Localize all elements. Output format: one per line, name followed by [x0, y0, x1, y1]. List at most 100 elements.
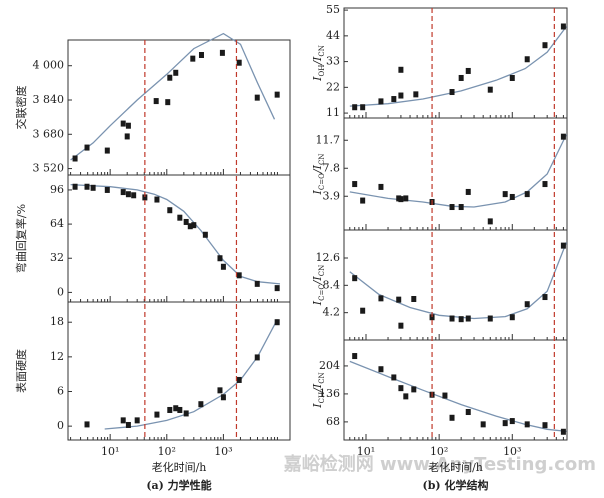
y-axis-label-part: 弯曲回复率/% — [14, 204, 28, 273]
data-point — [104, 147, 110, 154]
data-point — [411, 386, 417, 393]
data-point — [560, 23, 566, 30]
data-point — [449, 315, 455, 322]
data-point — [509, 74, 515, 81]
data-point — [153, 98, 159, 105]
data-point — [542, 181, 548, 188]
y-tick-label: 8.4 — [323, 278, 341, 291]
data-point — [398, 322, 404, 329]
y-tick-label: 11 — [326, 106, 340, 119]
y-tick-label: 18 — [50, 315, 64, 328]
data-point — [480, 421, 486, 428]
data-point — [398, 196, 404, 203]
data-point — [154, 196, 160, 203]
data-point — [177, 406, 183, 413]
panel-frame — [343, 339, 568, 441]
data-point — [502, 191, 508, 198]
data-point — [509, 418, 515, 425]
data-point — [487, 218, 493, 225]
data-point — [84, 144, 90, 151]
data-point — [403, 393, 409, 400]
data-point — [542, 294, 548, 301]
data-point — [236, 59, 242, 66]
y-tick-label: 136 — [319, 387, 340, 400]
fit-curve — [349, 134, 567, 208]
data-point — [142, 194, 148, 201]
data-point — [449, 89, 455, 96]
y-axis-label-part: I — [311, 300, 324, 306]
y-axis-label-part: CN — [318, 45, 326, 56]
data-point — [90, 184, 96, 191]
fit-curve — [349, 26, 567, 107]
y-axis-label-part: CH — [318, 392, 326, 403]
data-point — [124, 133, 130, 140]
data-point — [560, 428, 566, 435]
data-point — [120, 120, 126, 127]
data-point — [524, 191, 530, 198]
y-axis-label: 弯曲回复率/% — [14, 204, 28, 273]
data-point — [465, 315, 471, 322]
data-point — [190, 55, 196, 62]
y-tick-label: 11.7 — [316, 133, 341, 146]
data-point — [524, 301, 530, 308]
y-tick-label: 4.2 — [323, 306, 341, 319]
data-point — [236, 272, 242, 279]
data-point — [411, 295, 417, 302]
data-point — [360, 197, 366, 204]
data-point — [403, 195, 409, 202]
data-point — [465, 188, 471, 195]
y-axis-label-part: C=O — [318, 173, 326, 190]
data-point — [183, 410, 189, 417]
data-point — [177, 214, 183, 221]
data-point — [352, 104, 358, 111]
watermark: 嘉峪检测网 www.AnyTesting.com — [283, 453, 596, 475]
data-point — [254, 280, 260, 287]
y-tick-label: 12.6 — [316, 251, 341, 264]
y-axis-label-part: CN — [318, 265, 326, 276]
x-tick-label: 10² — [430, 445, 448, 458]
data-point — [378, 98, 384, 105]
y-axis-label: ICH/ICN — [311, 372, 326, 408]
data-point — [542, 422, 548, 429]
data-point — [378, 183, 384, 190]
y-tick-label: 3 680 — [33, 127, 65, 140]
y-axis-label-part: 表面硬度 — [14, 349, 28, 393]
data-point — [183, 218, 189, 225]
y-tick-label: 44 — [326, 29, 340, 42]
y-tick-label: 6 — [57, 384, 64, 397]
data-point — [413, 91, 419, 98]
x-axis-label: 老化时间/h — [152, 460, 207, 474]
data-point — [72, 183, 78, 190]
y-tick-label: 64 — [50, 217, 64, 230]
y-tick-label: 3 520 — [33, 162, 65, 175]
y-axis-label: 交联密度 — [14, 86, 28, 130]
y-axis-label-part: I — [311, 189, 324, 195]
y-axis-label: 表面硬度 — [14, 349, 28, 393]
data-point — [134, 417, 140, 424]
y-axis-label-part: CN — [318, 372, 326, 383]
data-point — [360, 307, 366, 314]
data-point — [352, 353, 358, 360]
x-tick-label: 10¹ — [101, 445, 119, 458]
y-tick-label: 55 — [326, 3, 340, 16]
y-axis-label: IC=C/ICN — [311, 265, 326, 306]
data-point — [274, 319, 280, 326]
data-point — [220, 263, 226, 270]
data-point — [217, 387, 223, 394]
data-point — [167, 74, 173, 81]
data-point — [125, 421, 131, 428]
y-axis-label-part: /I — [311, 56, 324, 66]
y-axis-label-part: C=C — [318, 284, 326, 301]
data-point — [120, 417, 126, 424]
y-tick-label: 0 — [57, 419, 64, 432]
data-point — [398, 92, 404, 99]
data-point — [378, 295, 384, 302]
y-tick-label: 204 — [319, 359, 340, 372]
data-point — [465, 67, 471, 74]
data-point — [220, 394, 226, 401]
data-point — [509, 193, 515, 200]
y-tick-label: 33 — [326, 55, 340, 68]
data-point — [202, 231, 208, 238]
data-point — [165, 99, 171, 106]
data-point — [398, 66, 404, 73]
